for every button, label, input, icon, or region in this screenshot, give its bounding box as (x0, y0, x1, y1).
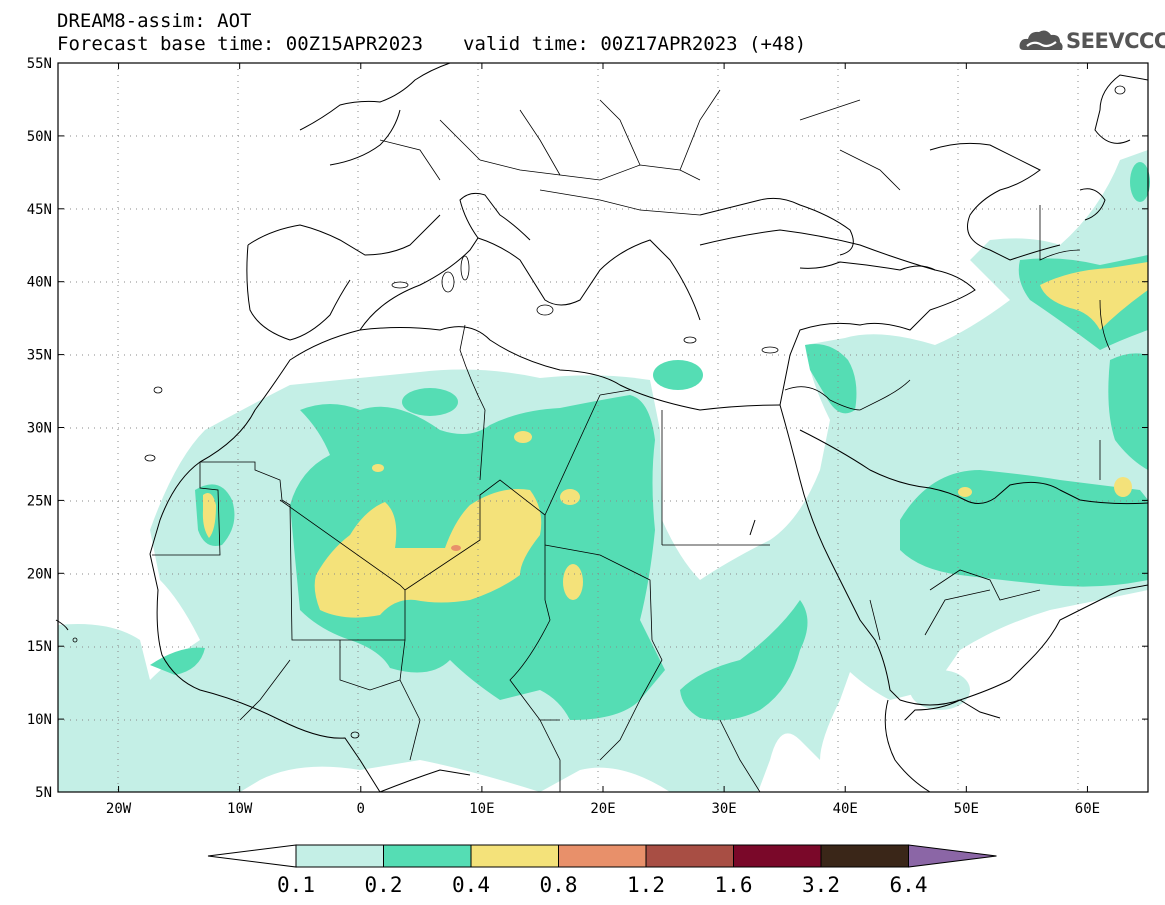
aot-contours (58, 150, 1150, 792)
lon-tick-label: 50E (954, 801, 979, 817)
lat-tick-label: 20N (27, 566, 52, 582)
lon-tick-label: 10E (469, 801, 494, 817)
longitude-axis: 20W 10W 0 10E 20E 30E 40E 50E 60E (106, 63, 1100, 817)
lon-tick-label: 30E (711, 801, 736, 817)
colorbar-segment (383, 844, 472, 868)
lat-tick-label: 50N (27, 129, 52, 145)
lon-tick-label: 60E (1075, 801, 1100, 817)
lat-tick-label: 40N (27, 275, 52, 291)
colorbar-label: 0.8 (540, 873, 578, 897)
lon-tick-label: 40E (833, 801, 858, 817)
colorbar-label: 0.2 (365, 873, 403, 897)
colorbar-segment (295, 844, 384, 868)
valid-time: valid time: 00Z17APR2023 (+48) (463, 33, 807, 55)
latitude-axis: 55N 50N 45N 40N 35N 30N 25N 20N 15N 10N 5N (27, 56, 1148, 801)
lat-tick-label: 30N (27, 421, 52, 437)
colorbar-segment (645, 844, 734, 868)
lon-tick-label: 20W (106, 801, 132, 817)
aot-level-0.8 (451, 545, 461, 551)
cloud-icon (1019, 30, 1063, 50)
country-borders (152, 89, 1111, 793)
colorbar: 0.1 0.2 0.4 0.8 1.2 1.6 3.2 6.4 (207, 844, 997, 897)
colorbar-label: 1.2 (627, 873, 665, 897)
base-time: Forecast base time: 00Z15APR2023 (57, 33, 424, 55)
lon-tick-label: 20E (590, 801, 615, 817)
colorbar-segment (733, 844, 822, 868)
lat-tick-label: 35N (27, 348, 52, 364)
colorbar-segment (820, 844, 909, 868)
colorbar-label: 6.4 (890, 873, 928, 897)
coastlines (55, 62, 1149, 793)
lat-tick-label: 55N (27, 56, 52, 72)
forecast-times: Forecast base time: 00Z15APR2023 valid ti… (57, 33, 806, 55)
lon-tick-label: 10W (227, 801, 253, 817)
colorbar-low-arrow (207, 844, 297, 868)
colorbar-label: 3.2 (802, 873, 840, 897)
lat-tick-label: 5N (35, 785, 52, 801)
aot-level-0.4 (202, 262, 1148, 618)
islands (72, 85, 1126, 739)
colorbar-label: 1.6 (715, 873, 753, 897)
colorbar-high-arrow (908, 844, 997, 868)
lat-tick-label: 45N (27, 202, 52, 218)
colorbar-label: 0.1 (277, 873, 315, 897)
lon-tick-label: 0 (357, 801, 365, 817)
colorbar-segment (470, 844, 559, 868)
lat-tick-label: 15N (27, 639, 52, 655)
colorbar-label: 0.4 (452, 873, 490, 897)
logo-text: SEEVCCC (1066, 29, 1165, 53)
lat-tick-label: 10N (27, 712, 52, 728)
lat-tick-label: 25N (27, 493, 52, 509)
colorbar-segment (558, 844, 647, 868)
map-title: DREAM8-assim: AOT (57, 10, 252, 32)
seevccc-logo: SEEVCCC (1018, 26, 1165, 56)
